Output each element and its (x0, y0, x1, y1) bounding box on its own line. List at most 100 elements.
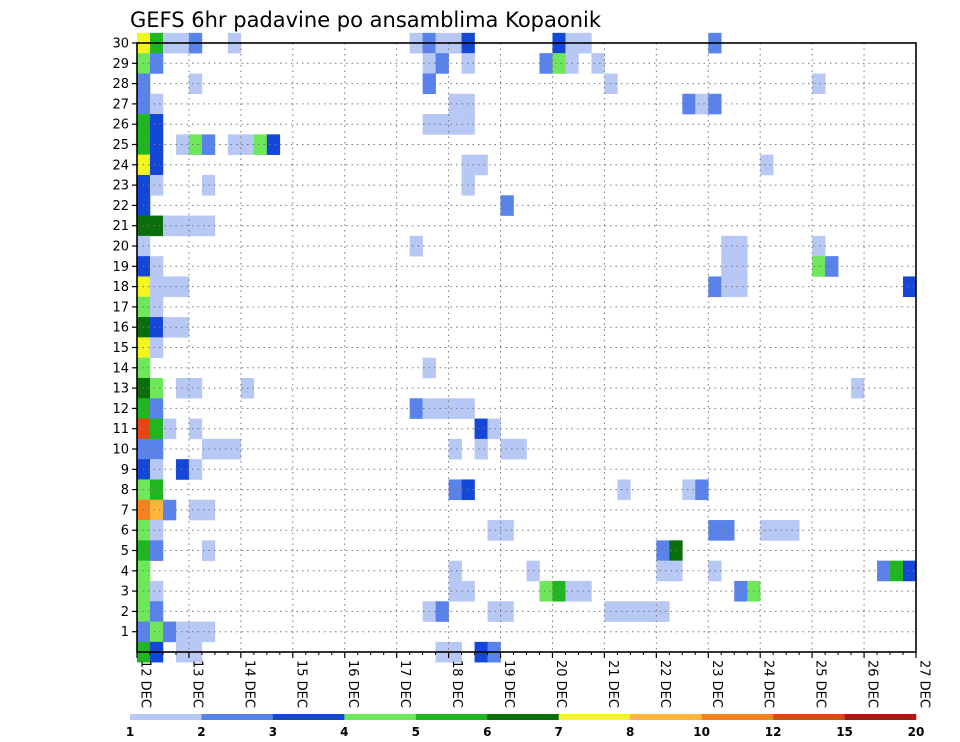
y-tick-label: 1 (121, 625, 129, 640)
heatmap-cell (682, 93, 696, 115)
heatmap-cell (721, 256, 735, 277)
heatmap-cell (877, 560, 891, 582)
y-tick-label: 7 (121, 503, 129, 518)
colorbar-segment (558, 714, 631, 720)
grid-layer (137, 43, 916, 652)
heatmap-cell (812, 256, 826, 277)
heatmap-cell (188, 499, 203, 521)
x-tick-label: 27 DEC (917, 660, 932, 708)
heatmap-cell (149, 256, 164, 277)
heatmap-cell (448, 479, 462, 501)
x-tick-label: 20 DEC (553, 660, 568, 708)
heatmap-cell (149, 134, 164, 155)
heatmap-cell (227, 134, 242, 155)
y-tick-label: 15 (112, 341, 129, 356)
x-tick-label: 17 DEC (397, 660, 412, 708)
heatmap-cell (448, 560, 462, 582)
heatmap-cell (149, 540, 164, 561)
y-tick-label: 13 (112, 382, 129, 397)
heatmap-cell (734, 580, 748, 602)
heatmap-cell (812, 73, 826, 95)
heatmap-cell (253, 134, 268, 155)
heatmap-cell (149, 479, 164, 501)
heatmap-cell (474, 418, 488, 440)
y-tick-label: 9 (121, 463, 129, 478)
heatmap-cell (266, 134, 281, 155)
heatmap-cell (149, 520, 164, 541)
heatmap-cell (695, 93, 709, 115)
colorbar-segment (272, 714, 345, 720)
heatmap-cell (500, 195, 514, 216)
y-tick-label: 26 (112, 118, 129, 133)
heatmap-cell (409, 398, 423, 419)
heatmap-cell (149, 337, 164, 358)
heatmap-cell (149, 418, 164, 440)
heatmap-cell (409, 235, 423, 257)
y-tick-label: 16 (112, 321, 129, 336)
y-tick-label: 21 (112, 219, 129, 234)
y-tick-label: 4 (121, 564, 129, 579)
heatmap-cell (903, 276, 917, 298)
y-tick-label: 3 (121, 585, 129, 600)
heatmap-cell (812, 235, 826, 257)
y-tick-label: 19 (112, 260, 129, 275)
colorbar-label: 6 (483, 725, 491, 739)
heatmap-cell (214, 438, 229, 460)
heatmap-cell (149, 377, 164, 399)
y-tick-label: 27 (112, 97, 129, 112)
heatmap-cell (435, 114, 449, 135)
heatmap-cell (578, 580, 592, 602)
heatmap-cell (149, 499, 164, 521)
heatmap-cell (162, 418, 177, 440)
y-tick-label: 6 (121, 524, 129, 539)
y-tick-label: 17 (112, 300, 129, 315)
y-tick-label: 22 (112, 199, 129, 214)
x-tick-label: 23 DEC (709, 660, 724, 708)
heatmap-cell (149, 154, 164, 176)
heatmap-cell (188, 418, 203, 440)
y-tick-label: 2 (121, 605, 129, 620)
heatmap-cell (448, 93, 462, 115)
y-tick-label: 10 (112, 443, 129, 458)
heatmap-cell (149, 93, 164, 115)
x-tick-label: 16 DEC (345, 660, 360, 708)
heatmap-cell (669, 560, 683, 582)
heatmap-cell (149, 174, 164, 196)
colorbar-segment (844, 714, 917, 720)
heatmap-cell (149, 114, 164, 135)
heatmap-cell (448, 438, 462, 460)
heatmap-cell (617, 601, 631, 622)
heatmap-cell (149, 296, 164, 318)
heatmap-cell (487, 418, 501, 440)
colorbar-segment (415, 714, 488, 720)
heatmap-cell (825, 256, 839, 277)
y-tick-label: 20 (112, 240, 129, 255)
y-tick-label: 28 (112, 77, 129, 92)
heatmap-cell (552, 53, 566, 74)
y-axis: 1234567891011121314151617181920212223242… (112, 37, 137, 640)
heatmap-cell (682, 479, 696, 501)
y-tick-label: 8 (121, 483, 129, 498)
heatmap-cell (474, 438, 488, 460)
heatmap-cell (773, 520, 787, 541)
heatmap-cell (487, 520, 501, 541)
y-tick-label: 23 (112, 179, 129, 194)
heatmap-cell (188, 621, 203, 643)
y-tick-label: 11 (112, 422, 129, 437)
heatmap-cell (162, 621, 177, 643)
colorbar-segment (130, 714, 202, 720)
colorbar-label: 12 (765, 725, 782, 739)
heatmap-cell (656, 540, 670, 561)
x-axis: 12 DEC 13 DEC 14 DEC 15 DEC 16 DEC 17 DEC 18 D… (136, 652, 932, 708)
heatmap-cell (500, 438, 514, 460)
heatmap-cell (188, 377, 203, 399)
colorbar-label: 20 (908, 725, 925, 739)
heatmap-cell (149, 621, 164, 643)
y-tick-label: 5 (121, 544, 129, 559)
y-tick-label: 14 (112, 361, 129, 376)
y-tick-label: 29 (112, 57, 129, 72)
heatmap-cell (188, 215, 203, 237)
colorbar-label: 8 (626, 725, 634, 739)
x-tick-label: 24 DEC (761, 660, 776, 708)
